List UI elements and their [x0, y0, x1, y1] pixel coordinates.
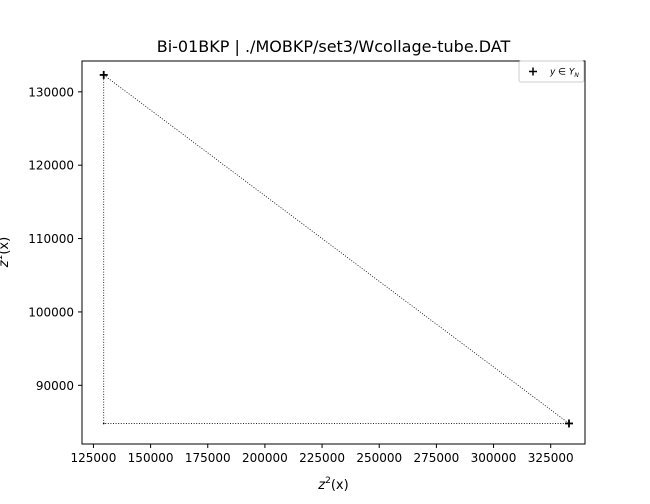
legend-label-base: y ∈ Y	[549, 68, 576, 78]
x-axis-label-sup: 2	[325, 476, 331, 486]
y-tick-label: 130000	[28, 85, 74, 99]
x-tick-label: 225000	[299, 451, 345, 465]
y-axis-label-sup: 1	[0, 255, 5, 261]
x-tick-label: 200000	[242, 451, 288, 465]
y-axis-label-base: z	[0, 259, 12, 268]
legend-label-sub: N	[574, 72, 579, 79]
corner-dot	[102, 422, 105, 425]
legend: y ∈ YN	[518, 60, 585, 83]
data-point	[564, 419, 573, 428]
chart-title: Bi-01BKP | ./MOBKP/set3/Wcollage-tube.DA…	[157, 37, 511, 56]
y-tick-label: 120000	[28, 159, 74, 173]
axes-frame	[81, 60, 586, 445]
y-axis-label: z1(x)	[0, 237, 12, 268]
points-layer	[99, 70, 573, 428]
x-tick-label: 275000	[413, 451, 459, 465]
y-tick-label: 100000	[28, 305, 74, 319]
x-tick-label: 300000	[471, 451, 517, 465]
legend-marker-plus	[529, 67, 537, 76]
x-axis-label-base: z	[317, 478, 326, 493]
x-tick-label: 125000	[71, 451, 117, 465]
plot-area	[81, 60, 586, 445]
data-point	[99, 70, 108, 79]
x-tick-label: 325000	[528, 451, 574, 465]
x-tick-label: 250000	[356, 451, 402, 465]
legend-box	[518, 60, 585, 83]
x-axis: 125000 150000 175000 200000 225000 250000 2750…	[71, 444, 574, 465]
x-axis-label: z2(x)	[317, 476, 348, 493]
y-axis-label-tail: (x)	[0, 237, 12, 255]
x-tick-label: 150000	[128, 451, 174, 465]
outline-segment	[103, 74, 570, 424]
y-tick-label: 110000	[28, 232, 74, 246]
y-axis: 90000 100000 110000 120000 130000	[28, 85, 82, 393]
y-tick-label: 90000	[36, 379, 74, 393]
x-tick-label: 175000	[185, 451, 231, 465]
legend-label: y ∈ YN	[549, 68, 579, 80]
outline-layer	[102, 74, 570, 425]
x-axis-label-tail: (x)	[331, 478, 349, 493]
